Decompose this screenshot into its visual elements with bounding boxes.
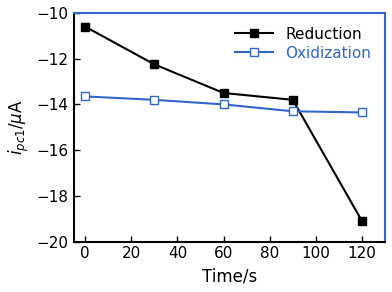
Reduction [359,219,364,223]
Reduction [290,98,295,102]
Legend: Reduction, Oxidization: Reduction, Oxidization [229,20,377,67]
X-axis label: Time/s: Time/s [202,267,257,285]
Reduction [221,91,226,95]
Oxidization [221,103,226,106]
Oxidization [359,111,364,114]
Reduction [83,25,87,28]
Line: Reduction: Reduction [81,22,366,225]
Oxidization [152,98,157,102]
Reduction [152,63,157,66]
Y-axis label: $i_{pc1}$/$\mu$A: $i_{pc1}$/$\mu$A [7,100,31,155]
Oxidization [290,110,295,113]
Oxidization [83,95,87,98]
Line: Oxidization: Oxidization [81,92,366,117]
